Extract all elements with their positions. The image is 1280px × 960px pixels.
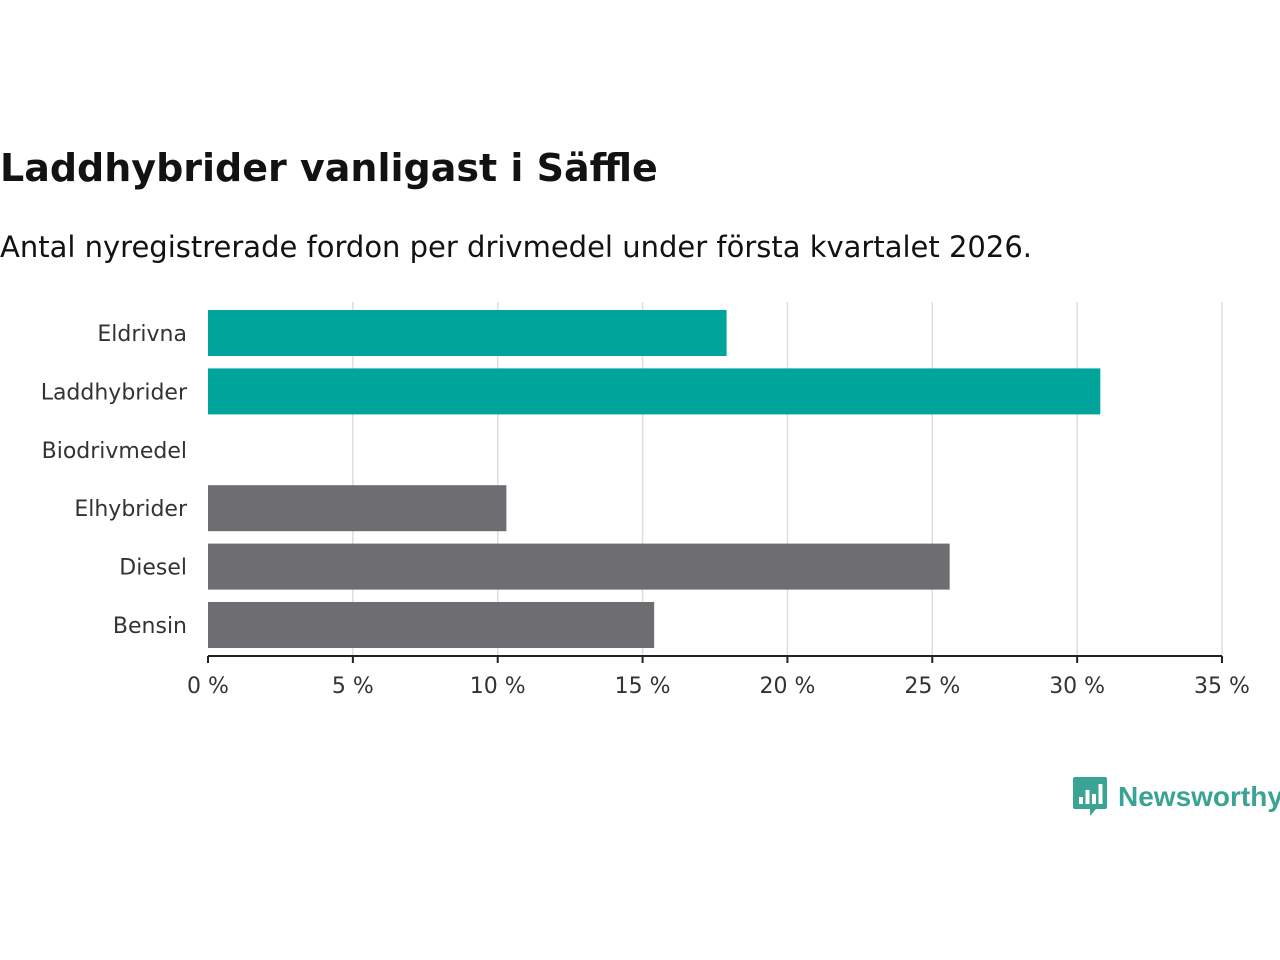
grid-lines — [352, 302, 1223, 656]
bar-laddhybrider — [208, 368, 1101, 415]
category-label: Laddhybrider — [41, 380, 188, 405]
x-tick-label: 0 % — [187, 674, 229, 699]
category-label: Eldrivna — [97, 322, 187, 347]
category-labels: Eldrivna Laddhybrider Biodrivmedel Elhybrid… — [41, 322, 188, 639]
category-label: Bensin — [113, 614, 187, 639]
newsworthy-logo-icon — [1073, 777, 1107, 816]
brand-name: Newsworthy — [1118, 781, 1280, 812]
bar-eldrivna — [208, 310, 727, 356]
x-tick-label: 25 % — [904, 674, 960, 699]
x-tick-label: 15 % — [615, 674, 671, 699]
x-tick-label: 10 % — [470, 674, 526, 699]
x-tick-label: 20 % — [759, 674, 815, 699]
category-label: Elhybrider — [74, 497, 188, 522]
bars — [208, 310, 1101, 648]
category-label: Biodrivmedel — [42, 439, 187, 464]
chart-subtitle: Antal nyregistrerade fordon per drivmede… — [0, 230, 1033, 264]
x-axis: 0 % 5 % 10 % 15 % 20 % 25 % 30 % 35 % — [187, 655, 1250, 699]
x-tick-label: 5 % — [332, 674, 374, 699]
x-tick-label: 30 % — [1049, 674, 1105, 699]
x-tick-label: 35 % — [1194, 674, 1250, 699]
category-label: Diesel — [119, 556, 187, 581]
bar-elhybrider — [208, 485, 507, 532]
chart-title: Laddhybrider vanligast i Säffle — [0, 146, 658, 190]
bar-bensin — [208, 602, 655, 648]
brand-logo: Newsworthy — [1072, 776, 1280, 818]
bar-diesel — [208, 543, 950, 590]
